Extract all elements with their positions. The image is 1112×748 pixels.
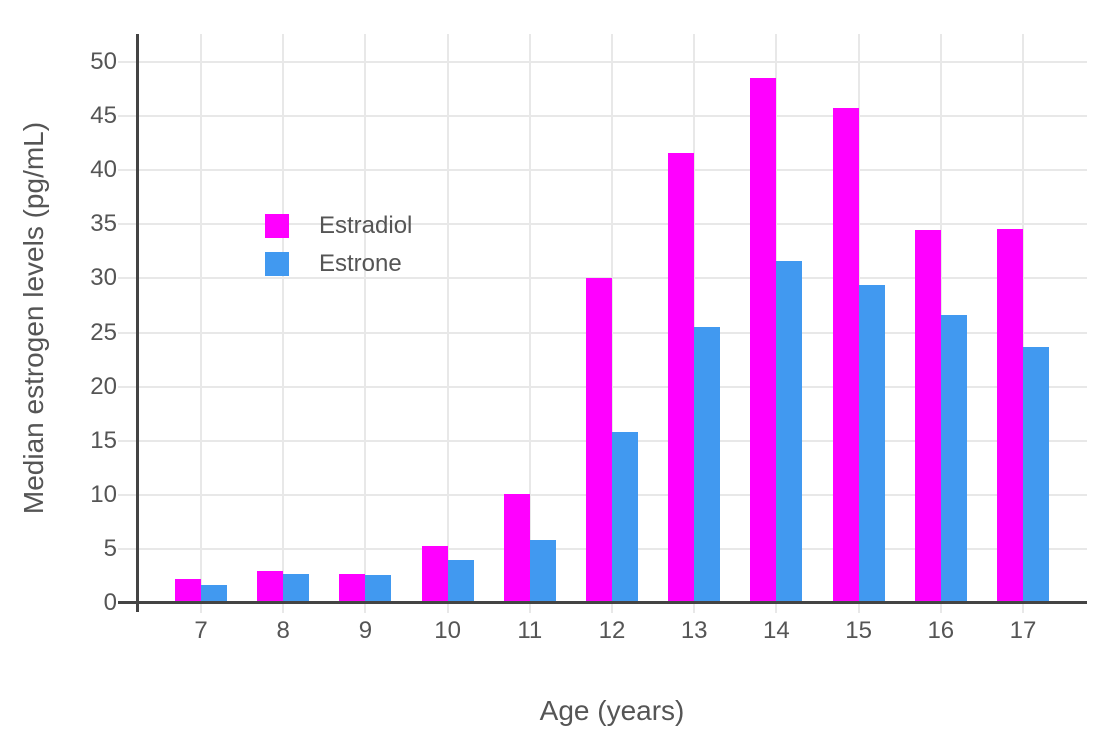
bar-estradiol-age-16[interactable] [914,230,941,603]
x-tick-label-11: 11 [517,617,543,644]
y-tick-label-15: 15 [90,426,117,454]
x-tick-label-16: 16 [927,617,955,644]
bar-estradiol-age-12[interactable] [586,278,612,603]
x-tick-mark-9 [364,604,367,613]
y-tick-label-30: 30 [90,264,117,292]
x-tick-label-9: 9 [358,617,373,644]
y-tick-mark-10 [118,493,137,496]
x-tick-label-7: 7 [194,617,208,644]
y-tick-mark-15 [118,439,137,442]
bar-estrone-age-15[interactable] [858,285,885,603]
y-tick-mark-45 [118,115,137,118]
x-tick-mark-13 [693,604,696,613]
y-tick-mark-5 [118,547,137,550]
y-tick-label-5: 5 [103,534,117,562]
v-gridline-13 [693,34,696,603]
x-tick-mark-17 [1022,604,1024,613]
y-tick-mark-35 [118,223,137,226]
x-tick-mark-15 [857,604,860,613]
v-gridline-7 [200,34,202,603]
x-tick-label-10: 10 [434,617,461,644]
x-tick-mark-14 [775,604,778,613]
y-tick-mark-20 [118,385,137,388]
y-tick-label-45: 45 [90,102,117,130]
legend: Estradiol Estrone [265,214,412,276]
x-axis-line [118,601,1087,604]
v-gridline-17 [1022,34,1024,603]
x-tick-label-8: 8 [276,617,290,644]
bar-estradiol-age-10[interactable] [421,546,448,603]
y-tick-label-25: 25 [90,318,117,346]
x-tick-label-13: 13 [680,617,708,644]
y-tick-mark-30 [118,277,137,280]
bar-estrone-age-17[interactable] [1023,347,1049,603]
bar-estrone-age-10[interactable] [447,560,474,603]
x-tick-label-17: 17 [1009,617,1037,644]
bar-estrone-age-12[interactable] [612,432,638,603]
legend-swatch-estrone [265,252,289,276]
bar-estrone-age-13[interactable] [694,327,721,603]
bar-estradiol-age-13[interactable] [668,153,695,603]
y-tick-mark-25 [118,331,137,334]
y-tick-label-35: 35 [90,210,117,238]
bar-estradiol-age-7[interactable] [175,579,201,603]
bar-estrone-age-7[interactable] [201,585,227,603]
bar-estrone-age-14[interactable] [776,261,803,603]
y-tick-label-40: 40 [90,156,117,184]
legend-label-estrone: Estrone [319,250,402,277]
x-tick-mark-12 [611,604,613,613]
y-axis-line [136,34,139,612]
y-tick-label-50: 50 [90,48,117,76]
y-tick-label-0: 0 [103,589,117,616]
legend-label-estradiol: Estradiol [319,212,413,239]
bar-estradiol-age-14[interactable] [750,78,777,603]
v-gridline-10 [446,34,449,603]
legend-item-estradiol[interactable]: Estradiol [265,214,412,238]
x-axis-title: Age (years) [539,695,685,726]
bar-estrone-age-11[interactable] [529,540,556,603]
v-gridline-11 [528,34,531,603]
bar-estradiol-age-11[interactable] [503,494,530,603]
x-tick-mark-11 [528,604,531,613]
x-tick-label-12: 12 [598,617,626,644]
bar-estradiol-age-9[interactable] [339,574,366,603]
x-tick-mark-8 [282,604,285,613]
y-tick-label-20: 20 [90,372,117,400]
x-tick-mark-7 [200,604,202,613]
x-tick-mark-16 [939,604,942,613]
x-tick-mark-10 [446,604,449,613]
bar-estradiol-age-17[interactable] [997,229,1023,603]
v-gridline-8 [282,34,285,603]
bar-estrone-age-9[interactable] [365,575,392,603]
y-tick-label-10: 10 [90,480,117,508]
legend-swatch-estradiol [265,214,289,238]
x-tick-label-14: 14 [763,617,790,644]
bar-estradiol-age-15[interactable] [832,108,859,603]
legend-item-estrone[interactable]: Estrone [265,252,412,276]
y-tick-mark-50 [118,61,137,64]
bar-estradiol-age-8[interactable] [257,571,284,603]
x-tick-label-15: 15 [845,617,872,644]
bar-estrone-age-8[interactable] [283,574,310,603]
bar-estrone-age-16[interactable] [940,315,967,603]
y-tick-mark-40 [118,169,137,172]
v-gridline-12 [611,34,613,603]
v-gridline-9 [364,34,367,603]
